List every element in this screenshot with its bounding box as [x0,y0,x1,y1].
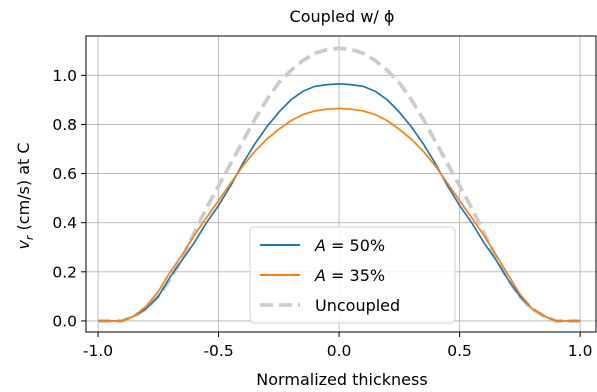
y-tick-label: 1.0 [52,67,77,85]
legend-label-a-35: A = 35% [314,266,385,285]
x-tick-label: -1.0 [83,342,113,360]
axis-ticks: -1.0 -0.5 0.0 0.5 1.0 0.0 0.2 0.4 0.6 0.8 1.0 [52,67,592,360]
x-tick-label: 0.0 [327,342,352,360]
series-line-a-35 [98,107,581,322]
x-tick-label: -0.5 [203,342,233,360]
series-line-a-50 [98,83,581,322]
y-tick-label: 0.8 [52,116,77,134]
plot-frame [85,35,597,333]
y-axis-label: vr (cm/s) at C [14,142,36,249]
y-tick-label: 0.6 [52,165,77,183]
legend-box [249,226,456,324]
x-tick-label: 0.5 [447,342,472,360]
x-axis-label: Normalized thickness [256,370,427,389]
x-tick-label: 1.0 [568,342,593,360]
legend-label-uncoupled: Uncoupled [315,296,400,315]
series-layer [98,46,581,323]
legend-label-a-50: A = 50% [314,236,385,255]
y-tick-label: 0.2 [52,263,77,281]
chart-title: Coupled w/ ϕ [290,7,395,26]
y-tick-label: 0.0 [52,312,77,330]
legend: A = 50% A = 35% Uncoupled [249,226,456,324]
y-tick-label: 0.4 [52,214,77,232]
